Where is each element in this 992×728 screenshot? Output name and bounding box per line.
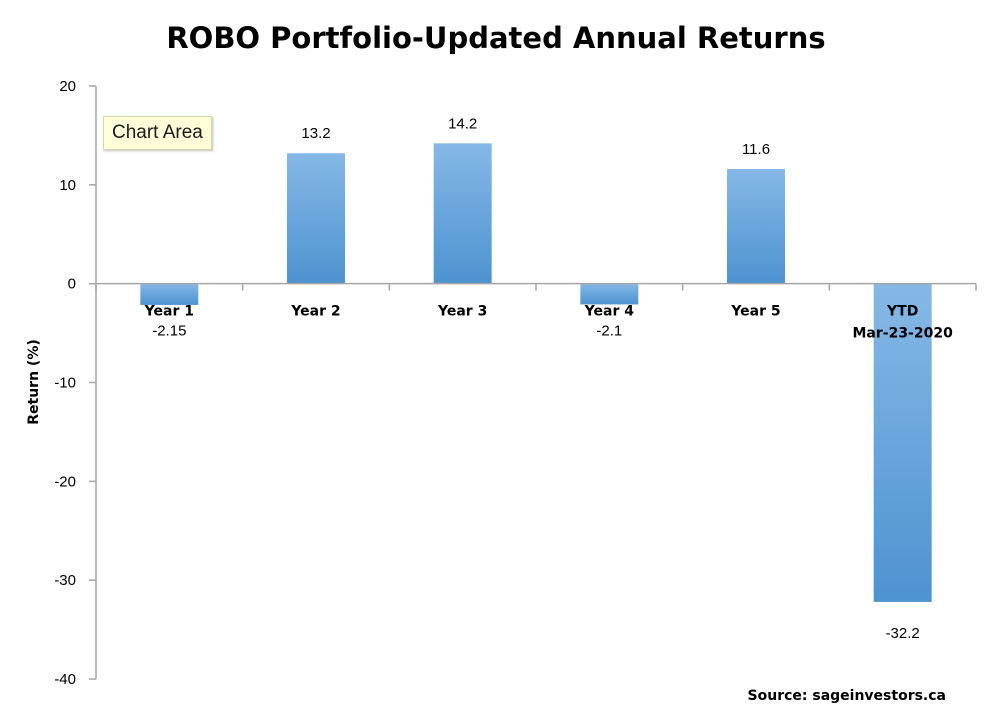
y-tick-label: -40 <box>54 671 76 688</box>
data-label: 11.6 <box>742 141 770 158</box>
x-category-label: Mar-23-2020 <box>852 326 953 342</box>
y-axis-label: Return (%) <box>26 339 42 425</box>
y-tick-label: -10 <box>54 375 76 392</box>
x-category-label: Year 4 <box>584 304 635 320</box>
bar <box>140 283 199 305</box>
y-tick-label: -20 <box>54 473 76 490</box>
x-category-label: Year 3 <box>437 304 487 320</box>
source-label: Source: sageinvestors.ca <box>748 688 946 704</box>
bar <box>433 143 492 284</box>
x-category-label: Year 2 <box>290 304 340 320</box>
bar <box>727 169 785 284</box>
chart-area-tooltip: Chart Area <box>103 116 212 150</box>
bar <box>580 283 639 305</box>
x-category-label: Year 5 <box>730 304 780 320</box>
data-label: 14.2 <box>448 115 477 132</box>
data-label: -2.15 <box>152 323 186 340</box>
y-tick-label: 20 <box>59 78 76 95</box>
x-category-label: Year 1 <box>144 304 194 320</box>
y-tick-label: 0 <box>68 276 76 293</box>
data-label: 13.2 <box>301 125 330 142</box>
chart-title: ROBO Portfolio-Updated Annual Returns <box>166 21 825 55</box>
data-label: -2.1 <box>596 323 622 340</box>
y-tick-label: -30 <box>54 572 76 589</box>
y-tick-label: 10 <box>59 177 76 194</box>
bar <box>287 153 345 284</box>
x-category-label: YTD <box>886 304 918 320</box>
bar <box>873 283 932 602</box>
data-label: -32.2 <box>886 625 920 642</box>
